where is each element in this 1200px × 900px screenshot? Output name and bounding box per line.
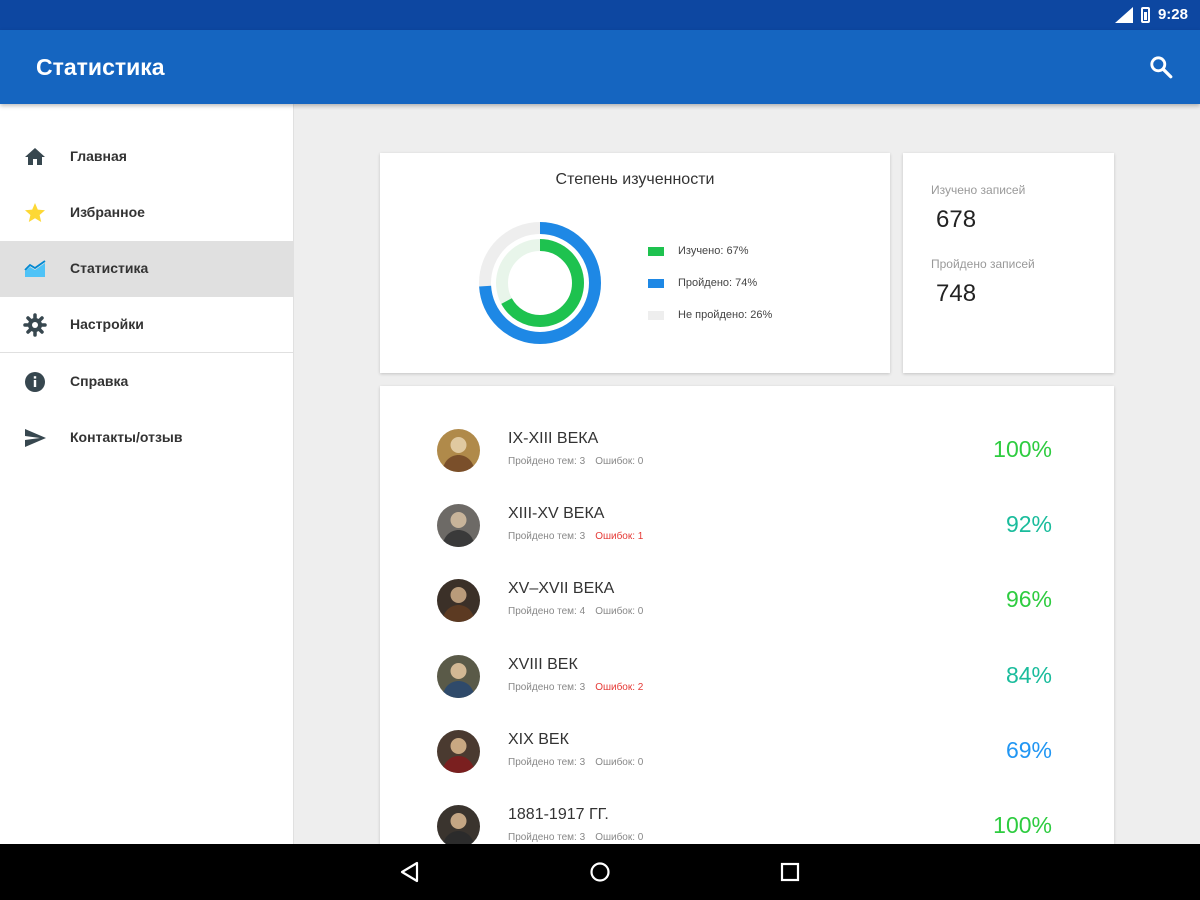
topic-percent: 92% — [1005, 511, 1052, 537]
legend-item: Изучено: 67% — [648, 235, 772, 267]
progress-card: Степень изученности Изучено: 67% Пройден… — [380, 153, 890, 373]
topic-passed: Пройдено тем: 4 — [508, 606, 586, 617]
topic-errors: Ошибок: 0 — [595, 456, 644, 467]
avatar — [437, 730, 480, 773]
progress-donut-chart — [479, 222, 601, 344]
topic-passed: Пройдено тем: 3 — [508, 682, 586, 693]
legend-label: Не пройдено: 26% — [678, 309, 773, 321]
topic-name: 1881-1917 ГГ. — [508, 806, 609, 823]
topic-name: XV–XVII ВЕКА — [508, 580, 615, 597]
sidebar-item-label: Справка — [70, 373, 129, 389]
sidebar-item-settings[interactable]: Настройки — [0, 297, 294, 353]
sidebar-item-label: Главная — [70, 148, 127, 164]
counts-card: Изучено записей 678 Пройдено записей 748 — [903, 153, 1114, 373]
topic-name: XIII-XV ВЕКА — [508, 505, 605, 522]
topic-errors: Ошибок: 0 — [595, 832, 644, 843]
topic-percent: 100% — [993, 812, 1052, 838]
topic-passed: Пройдено тем: 3 — [508, 832, 586, 843]
topic-percent: 96% — [1005, 586, 1052, 612]
topic-meta: Пройдено тем: 3 Ошибок: 0 — [508, 757, 643, 768]
topic-name: XVIII ВЕК — [508, 656, 578, 673]
topic-errors: Ошибок: 2 — [595, 682, 644, 693]
avatar — [437, 504, 480, 547]
topic-passed: Пройдено тем: 3 — [508, 456, 586, 467]
avatar — [437, 805, 480, 848]
studied-records-value: 678 — [936, 206, 977, 233]
list-item[interactable]: XIII-XV ВЕКА Пройдено тем: 3 Ошибок: 1 92… — [380, 501, 1114, 576]
topic-name: XIX ВЕК — [508, 731, 569, 748]
star-icon — [25, 203, 45, 222]
sidebar-item-statistics[interactable]: Статистика — [0, 241, 294, 297]
back-icon[interactable] — [398, 860, 422, 884]
legend-label: Пройдено: 74% — [678, 277, 758, 289]
legend-swatch — [648, 310, 664, 320]
chart-icon — [24, 260, 46, 277]
sidebar-item-label: Избранное — [70, 204, 145, 220]
topic-passed: Пройдено тем: 3 — [508, 757, 586, 768]
topic-errors: Ошибок: 1 — [595, 531, 644, 542]
info-icon — [25, 372, 45, 392]
signal-icon — [1114, 6, 1133, 23]
search-icon[interactable] — [1148, 54, 1174, 80]
send-icon — [25, 429, 46, 447]
list-item[interactable]: IX-XIII ВЕКА Пройдено тем: 3 Ошибок: 0 10… — [380, 426, 1114, 501]
sidebar-item-contacts[interactable]: Контакты/отзыв — [0, 410, 294, 466]
drawer-divider — [0, 352, 294, 353]
legend-swatch — [648, 246, 664, 256]
topic-meta: Пройдено тем: 3 Ошибок: 1 — [508, 531, 643, 542]
home-icon — [25, 148, 45, 165]
passed-records-value: 748 — [936, 280, 977, 307]
home-button-icon[interactable] — [588, 860, 612, 884]
sidebar-item-label: Настройки — [70, 316, 144, 332]
legend-label: Изучено: 67% — [678, 245, 749, 257]
sidebar-item-help[interactable]: Справка — [0, 354, 294, 410]
sidebar-item-label: Контакты/отзыв — [70, 429, 183, 445]
passed-records-label: Пройдено записей — [931, 257, 1035, 271]
legend-swatch — [648, 278, 664, 288]
avatar — [437, 429, 480, 472]
list-item[interactable]: 1881-1917 ГГ. Пройдено тем: 3 Ошибок: 0 1… — [380, 802, 1114, 877]
page-title: Статистика — [36, 54, 165, 80]
status-icons: 9:28 — [1114, 6, 1188, 23]
topic-meta: Пройдено тем: 3 Ошибок: 0 — [508, 456, 643, 467]
sidebar-item-favorites[interactable]: Избранное — [0, 185, 294, 241]
progress-card-title: Степень изученности — [555, 171, 715, 188]
status-time: 9:28 — [1157, 6, 1188, 23]
app-bar: Статистика — [0, 30, 1200, 104]
donut-arc-studied — [496, 239, 584, 327]
donut-arc-passed — [479, 222, 601, 344]
list-item[interactable]: XV–XVII ВЕКА Пройдено тем: 4 Ошибок: 0 96… — [380, 576, 1114, 651]
legend-item: Пройдено: 74% — [648, 267, 772, 299]
battery-icon — [1140, 6, 1150, 23]
topic-errors: Ошибок: 0 — [595, 757, 644, 768]
recents-icon[interactable] — [778, 860, 802, 884]
avatar — [437, 579, 480, 622]
topic-meta: Пройдено тем: 3 Ошибок: 2 — [508, 682, 643, 693]
topic-percent: 100% — [993, 436, 1052, 462]
system-navigation-bar — [0, 844, 1200, 900]
topic-meta: Пройдено тем: 4 Ошибок: 0 — [508, 606, 643, 617]
studied-records-label: Изучено записей — [931, 183, 1026, 197]
topic-name: IX-XIII ВЕКА — [508, 430, 599, 447]
list-item[interactable]: XIX ВЕК Пройдено тем: 3 Ошибок: 0 69% — [380, 727, 1114, 802]
avatar — [437, 655, 480, 698]
legend-item: Не пройдено: 26% — [648, 299, 772, 331]
topic-percent: 84% — [1005, 662, 1052, 688]
gear-icon — [23, 313, 47, 337]
sidebar-item-label: Статистика — [70, 260, 149, 276]
topic-percent: 69% — [1005, 737, 1052, 763]
list-item[interactable]: XVIII ВЕК Пройдено тем: 3 Ошибок: 2 84% — [380, 652, 1114, 727]
topic-meta: Пройдено тем: 3 Ошибок: 0 — [508, 832, 643, 843]
status-bar: 9:28 — [0, 0, 1200, 30]
topic-passed: Пройдено тем: 3 — [508, 531, 586, 542]
topic-errors: Ошибок: 0 — [595, 606, 644, 617]
topics-list: IX-XIII ВЕКА Пройдено тем: 3 Ошибок: 0 10… — [380, 386, 1114, 856]
navigation-drawer: Главная Избранное Статистика Настройки С… — [0, 104, 294, 844]
sidebar-item-home[interactable]: Главная — [0, 129, 294, 185]
chart-legend: Изучено: 67% Пройдено: 74% Не пройдено: … — [648, 235, 772, 331]
